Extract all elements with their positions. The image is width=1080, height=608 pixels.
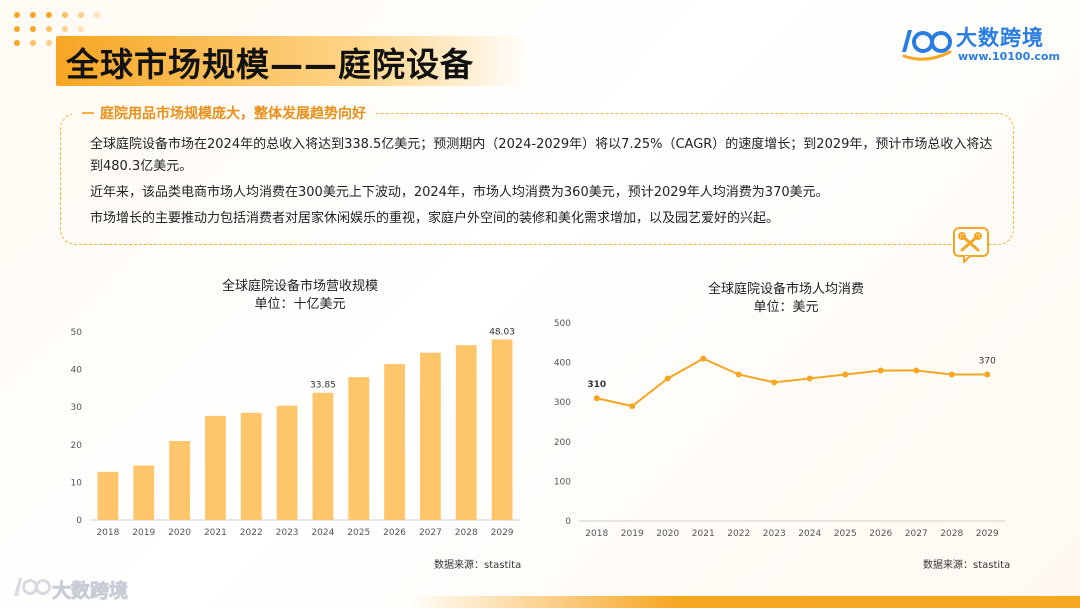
bar [420,352,441,520]
data-point [806,375,813,382]
summary-text: 全球庭院设备市场在2024年的总收入将达到338.5亿美元；预测期内（2024-… [90,134,996,234]
y-tick-label: 0 [565,517,571,527]
bar [455,345,477,520]
x-tick-label: 2028 [940,529,963,539]
summary-paragraph-2: 近年来，该品类电商市场人均消费在300美元上下波动，2024年，市场人均消费为3… [90,185,829,200]
footer-brand-name: 大数跨境 [52,580,129,603]
point-data-label: 310 [587,380,606,390]
bar [491,339,513,520]
x-tick-label: 2025 [834,529,857,539]
bar [169,441,190,520]
x-tick-label: 2018 [585,529,608,539]
x-tick-label: 2027 [905,529,928,539]
x-tick-label: 2018 [96,528,119,538]
title-band [56,36,526,86]
heading-dash-left [82,112,94,114]
data-point [629,403,636,410]
point-data-label: 370 [979,356,996,366]
bar-chart-source: 数据来源：stastita [434,560,522,571]
bar-chart-title-text: 全球庭院设备市场营收规模 [221,279,378,294]
y-tick-label: 50 [71,328,83,338]
y-tick-label: 200 [554,438,571,448]
y-tick-label: 300 [554,398,571,408]
summary-box [60,113,1014,245]
data-point [913,367,920,374]
y-tick-label: 40 [71,366,83,376]
x-tick-label: 2023 [276,528,299,538]
footer-bar [410,596,1080,608]
data-point [984,371,991,378]
summary-heading: 庭院用品市场规模庞大，整体发展趋势向好 [72,103,376,123]
data-point [593,395,600,402]
bar-data-label: 48.03 [489,327,515,337]
bar [312,392,334,520]
data-point [877,367,884,374]
y-tick-label: 100 [554,477,571,487]
bar [384,363,405,520]
bar-chart-title: 全球庭院设备市场营收规模 单位：十亿美元 [200,278,400,314]
y-tick-label: 10 [71,478,83,488]
line-chart-title-text: 全球庭院设备市场人均消费 [707,282,864,297]
brand: 大数跨境 www.10100.com [896,22,1060,66]
series-line [596,357,988,408]
bar [205,415,226,520]
brand-name: 大数跨境 [956,26,1044,50]
x-tick-label: 2022 [240,528,263,538]
summary-paragraph-3: 市场增长的主要推动力包括消费者对居家休闲娱乐的重视，家庭户外空间的装修和美化需求… [90,211,780,226]
y-tick-label: 30 [71,403,83,413]
data-point [664,375,671,382]
data-point [700,355,707,362]
x-tick-label: 2029 [491,528,514,538]
line-chart-title: 全球庭院设备市场人均消费 单位：美元 [686,281,886,317]
bar [97,471,119,520]
tools-icon [953,227,989,263]
x-tick-label: 2025 [347,528,370,538]
x-tick-label: 2028 [455,528,478,538]
bar-chart-subtitle: 单位：十亿美元 [254,297,346,312]
x-tick-label: 2021 [692,529,715,539]
bar-data-label: 33.85 [310,381,336,391]
line-chart: 0 100 200 300 400 500 2018 2019 2020 2021 2022 2023… [554,319,1005,539]
bar [240,412,262,520]
page-title: 全球市场规模——庭院设备 [66,45,474,84]
brand-url: www.10100.com [958,50,1060,63]
data-point [948,371,955,378]
bar [276,405,298,520]
x-tick-label: 2029 [976,529,999,539]
x-tick-label: 2021 [204,528,227,538]
x-tick-label: 2026 [869,529,892,539]
y-tick-label: 400 [554,359,571,369]
x-tick-label: 2019 [132,528,155,538]
x-tick-label: 2024 [311,528,334,538]
y-tick-label: 500 [554,319,571,329]
y-tick-label: 20 [71,441,83,451]
footer-logo-icon [14,578,51,596]
brand-logo-icon [902,30,952,61]
x-tick-label: 2020 [656,529,679,539]
x-tick-label: 2026 [383,528,406,538]
y-tick-label: 0 [76,516,82,526]
x-tick-label: 2020 [168,528,191,538]
data-point [771,379,778,386]
line-chart-source: 数据来源：stastita [923,560,1011,571]
bar [133,465,155,520]
summary-paragraph-1: 全球庭院设备市场在2024年的总收入将达到338.5亿美元；预测期内（2024-… [90,137,993,174]
x-tick-label: 2022 [727,529,750,539]
data-point [735,371,742,378]
x-tick-label: 2019 [621,529,644,539]
x-tick-label: 2027 [419,528,442,538]
x-tick-label: 2024 [798,529,821,539]
bar-chart: 0 10 20 30 40 50 2018 2019 2020 2021 2022 2023 2024 2… [71,327,520,538]
data-point [842,371,849,378]
x-tick-label: 2023 [763,529,786,539]
bar [348,377,370,520]
line-chart-subtitle: 单位：美元 [753,300,819,315]
summary-heading-text: 庭院用品市场规模庞大，整体发展趋势向好 [100,106,366,122]
